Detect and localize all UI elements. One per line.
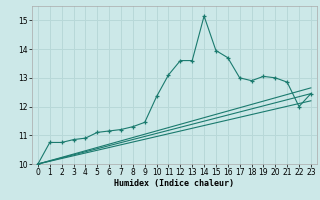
X-axis label: Humidex (Indice chaleur): Humidex (Indice chaleur) bbox=[115, 179, 234, 188]
